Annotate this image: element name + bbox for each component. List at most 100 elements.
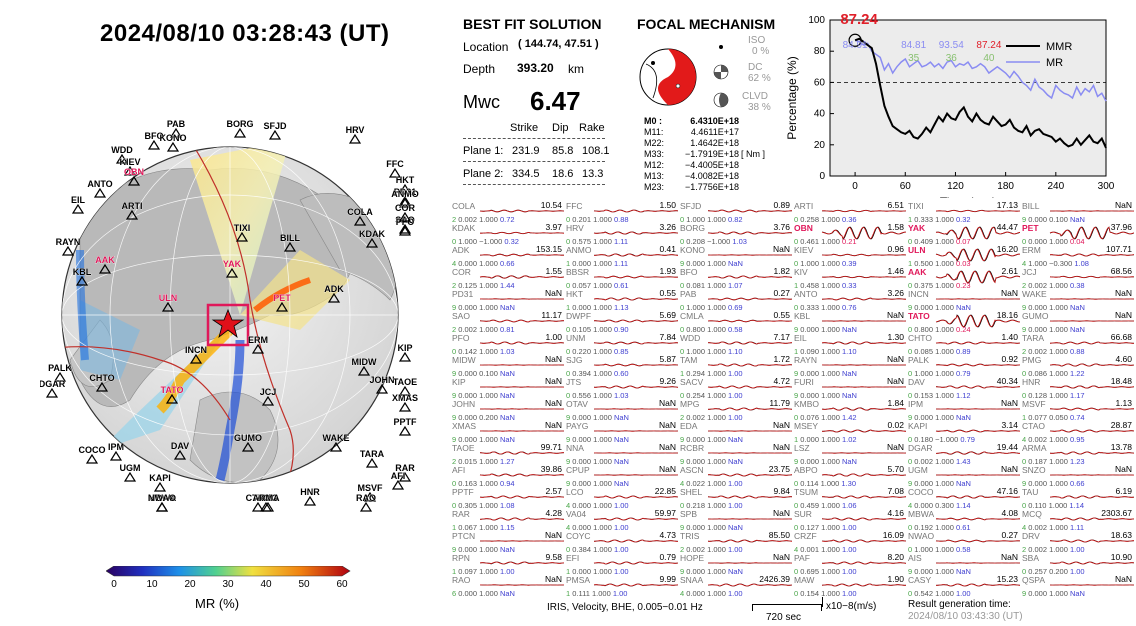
synthetic-trace (479, 253, 564, 257)
moment-key: M12: (644, 160, 665, 170)
waveform-trace (1050, 298, 1134, 300)
station-label: IPM (108, 442, 124, 452)
synthetic-trace (1049, 495, 1134, 499)
synthetic-trace (935, 209, 1020, 213)
waveform-cell: PMSA 9.99 1 0.111 1.000 1.00 (566, 574, 684, 598)
waveform-cell: FFC 1.50 0 0.201 1.000 0.88 (566, 200, 684, 224)
waveform-stats: 1 0.294 1.000 1.00 (680, 369, 743, 378)
waveform-cell: RCBR NaN 9 0.000 1.000 NaN (680, 442, 798, 466)
station-marker-anto: ANTO (87, 179, 113, 198)
station-label: JCJ (260, 387, 277, 397)
result-time-value: 2024/08/10 03:43:30 (UT) (908, 611, 1023, 622)
amplitude-ratio: NaN (1000, 552, 1018, 562)
amplitude-ratio: 17.13 (996, 200, 1018, 210)
waveform-cell: SHEL 9.84 0 0.218 1.000 1.00 (680, 486, 798, 510)
station-label: KONO (160, 133, 187, 143)
station-marker-borg: BORG (226, 119, 254, 138)
waveform-cell: QSPA NaN 9 0.000 1.000 NaN (1022, 574, 1136, 598)
waveform-stats: 4 0.000 1.000 1.00 (566, 523, 629, 532)
amplitude-ratio: 10.54 (540, 200, 562, 210)
station-code: PMSA (566, 575, 591, 585)
station-code: FFC (566, 201, 583, 211)
moment-unit: [ Nm ] (741, 149, 765, 159)
waveform-trace (479, 430, 564, 432)
waveform-stats: 0 1.000 1.000 0.58 (908, 545, 971, 554)
synthetic-trace (479, 341, 564, 345)
station-label: KBL (73, 267, 92, 277)
waveform-cell: GUMO NaN 9 0.000 1.000 NaN (1022, 310, 1136, 334)
station-label: SFJD (263, 121, 287, 131)
waveform-stats: 9 0.000 1.000 NaN (680, 259, 743, 268)
waveform-cell: ULN 16.20 1 0.500 1.000 0.03 (908, 244, 1026, 268)
station-code: AIS (908, 553, 922, 563)
station-marker-coco: COCO (78, 445, 106, 464)
waveform-cell: AFI 39.86 0 0.163 1.000 0.94 (452, 464, 570, 488)
waveform-cell: EFI 0.79 1 0.000 1.000 1.00 (566, 552, 684, 576)
waveform-stats: 9 0.000 1.000 NaN (452, 303, 515, 312)
waveform-trace (935, 341, 1020, 345)
amplitude-ratio: 7.17 (773, 332, 790, 342)
waveform-trace (707, 363, 792, 367)
waveform-stats: 0 0.180 −1.000 0.79 (908, 435, 975, 444)
waveform-trace (480, 408, 564, 410)
waveform-stats: 9 0.000 1.000 NaN (566, 435, 629, 444)
waveform-trace (479, 386, 564, 388)
waveform-stats: 4 0.000 1.000 0.66 (452, 259, 515, 268)
waveform-cell: ANMO 0.41 1 0.000 1.000 1.11 (566, 244, 684, 268)
waveform-trace (707, 473, 792, 477)
colorbar-tick: 0 (111, 579, 117, 588)
waveform-trace (1049, 451, 1134, 455)
station-label: GUMO (234, 433, 262, 443)
synthetic-trace (594, 275, 678, 279)
station-label: OBN (124, 167, 144, 177)
waveform-cell: OTAV NaN 9 0.000 1.000 NaN (566, 398, 684, 422)
synthetic-trace (935, 495, 1020, 499)
amplitude-ratio: 4.60 (1115, 354, 1132, 364)
chart-plot-area (829, 19, 1107, 177)
mw-label: Mwc (463, 92, 500, 112)
station-marker-tixi: TIXI (233, 223, 251, 242)
waveform-cell: PAF 8.20 0 0.695 1.000 1.00 (794, 552, 912, 576)
synthetic-trace (822, 429, 906, 433)
waveform-cell: COYC 4.73 0 0.384 1.000 1.00 (566, 530, 684, 554)
waveform-trace (707, 231, 792, 235)
y-tick-label: 40 (814, 109, 826, 120)
iso-value: 0 % (752, 46, 770, 57)
waveform-trace (707, 297, 792, 301)
station-code: HOPE (680, 553, 705, 563)
station-label: PAB (167, 119, 186, 129)
waveform-trace (1049, 341, 1134, 345)
mr-streak-2 (253, 277, 311, 313)
amplitude-ratio: 3.26 (659, 222, 676, 232)
waveform-stats: 9 0.000 1.000 NaN (1022, 325, 1085, 334)
synthetic-trace (1049, 451, 1134, 455)
waveform-stats: 9 0.000 1.000 NaN (908, 567, 971, 576)
waveform-stats: 0 0.192 1.000 0.61 (908, 523, 971, 532)
station-label: RAR (395, 463, 415, 473)
station-code: MBWA (908, 509, 935, 519)
amplitude-ratio: NaN (544, 398, 562, 408)
amplitude-ratio: 7.08 (887, 486, 904, 496)
waveform-cell: ADK 153.15 4 0.000 1.000 0.66 (452, 244, 570, 268)
station-code: KAPI (908, 421, 928, 431)
waveform-cell: DAV 40.34 0 0.153 1.000 1.12 (908, 376, 1026, 400)
station-code: PPTF (452, 487, 474, 497)
station-marker-gumo: GUMO (234, 433, 262, 452)
amplitude-ratio: 2.57 (545, 486, 562, 496)
dc-label: DC (748, 62, 763, 73)
station-label: MIDW (352, 357, 377, 367)
waveform-trace (708, 341, 792, 345)
waveform-cell: CTAO 28.87 4 0.002 1.000 0.95 (1022, 420, 1136, 444)
waveform-trace (821, 517, 906, 521)
waveform-cell: AAK 2.61 0 0.375 1.000 0.23 (908, 266, 1026, 290)
station-code: MCQ (1022, 509, 1042, 519)
plate-boundary-2 (62, 346, 231, 421)
waveform-trace (935, 385, 1020, 389)
waveform-stats: 9 0.000 1.000 NaN (680, 523, 743, 532)
waveform-cell: HNR 18.48 0 0.128 1.000 1.17 (1022, 376, 1136, 400)
waveform-stats: 1 0.500 1.000 0.03 (908, 259, 971, 268)
series-line-mmr (854, 37, 1107, 149)
waveform-cell: LCO 22.85 4 0.000 1.000 1.00 (566, 486, 684, 510)
mw-value: 6.47 (530, 86, 581, 116)
waveform-stats: 0 0.394 1.000 0.60 (566, 369, 629, 378)
